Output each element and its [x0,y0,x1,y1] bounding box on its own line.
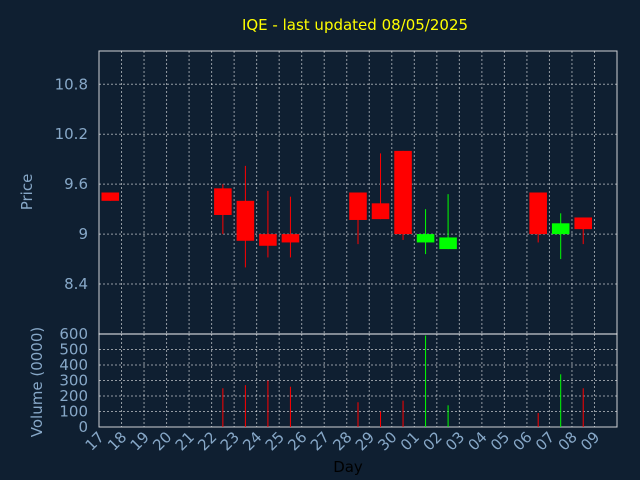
volume-tick-label: 100 [59,403,88,421]
candle-body [101,192,120,201]
volume-tick-label: 0 [78,418,88,436]
price-axis-label: Price [18,174,36,211]
volume-tick-label: 500 [59,341,88,359]
candle-body [394,150,412,235]
price-tick-label: 10.2 [55,125,88,143]
price-tick-label: 9.6 [64,175,88,193]
candle-body [236,200,255,241]
x-tick-label: 09 [577,428,603,454]
candle-body [259,234,277,246]
volume-axis-label: Volume (0000) [28,327,46,437]
candle-body [214,188,232,215]
chart-title: IQE - last updated 08/05/2025 [242,16,468,34]
candle-body [349,192,367,220]
candle-body [439,237,457,250]
volume-tick-label: 200 [59,387,88,405]
price-tick-label: 9 [78,225,88,243]
candle-body [281,234,300,243]
candle-body [551,223,570,235]
candle-body [416,234,435,243]
candle-body [371,203,390,220]
price-tick-label: 8.4 [64,275,88,293]
price-tick-label: 10.8 [55,75,88,93]
price-panel: 8.4 9 9.6 10.2 10.8 [55,50,618,335]
volume-tick-label: 400 [59,356,88,374]
candle-body [574,217,593,230]
volume-tick-label: 300 [59,372,88,390]
candle-body [529,192,547,235]
x-axis: 1718192021222324252627282930010203040506… [82,428,604,454]
volume-tick-label: 600 [59,325,88,343]
x-axis-label: Day [333,458,363,476]
